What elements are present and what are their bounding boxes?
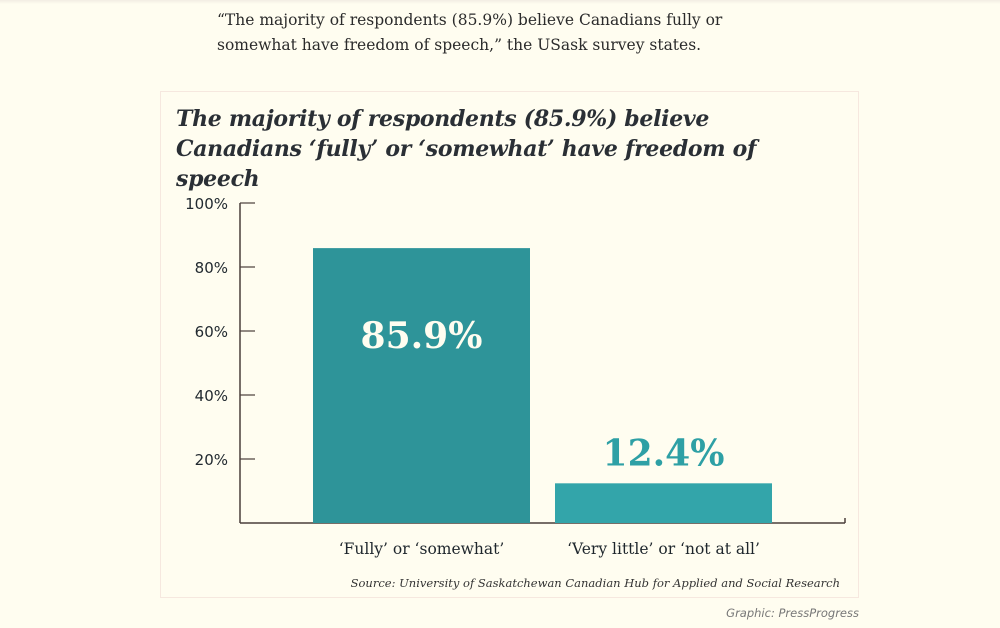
bar-value-label: 12.4% — [603, 432, 725, 474]
chart-title: The majority of respondents (85.9%) beli… — [176, 104, 846, 194]
chart-source: Source: University of Saskatchewan Canad… — [350, 576, 840, 590]
article-quote: “The majority of respondents (85.9%) bel… — [217, 11, 723, 54]
x-category-label: ‘Fully’ or ‘somewhat’ — [339, 540, 505, 558]
y-tick-label: 40% — [195, 387, 228, 405]
page-top-border — [0, 0, 1000, 4]
chart-bars — [313, 248, 772, 523]
x-category-label: ‘Very little’ or ‘not at all’ — [567, 540, 760, 558]
chart-title-line-2: Canadians ‘fully’ or ‘somewhat’ have fre… — [176, 136, 757, 192]
bar-value-label: 85.9% — [361, 315, 483, 357]
bar — [555, 483, 772, 523]
y-tick-label: 80% — [195, 259, 228, 277]
chart-title-line-1: The majority of respondents (85.9%) beli… — [176, 106, 710, 132]
y-tick-label: 100% — [185, 195, 228, 213]
bar — [313, 248, 530, 523]
y-tick-label: 20% — [195, 451, 228, 469]
y-tick-label: 60% — [195, 323, 228, 341]
chart-labels: 85.9% ‘Fully’ or ‘somewhat’ 12.4% ‘Very lit… — [339, 315, 760, 558]
graphic-credit: Graphic: PressProgress — [726, 606, 859, 620]
